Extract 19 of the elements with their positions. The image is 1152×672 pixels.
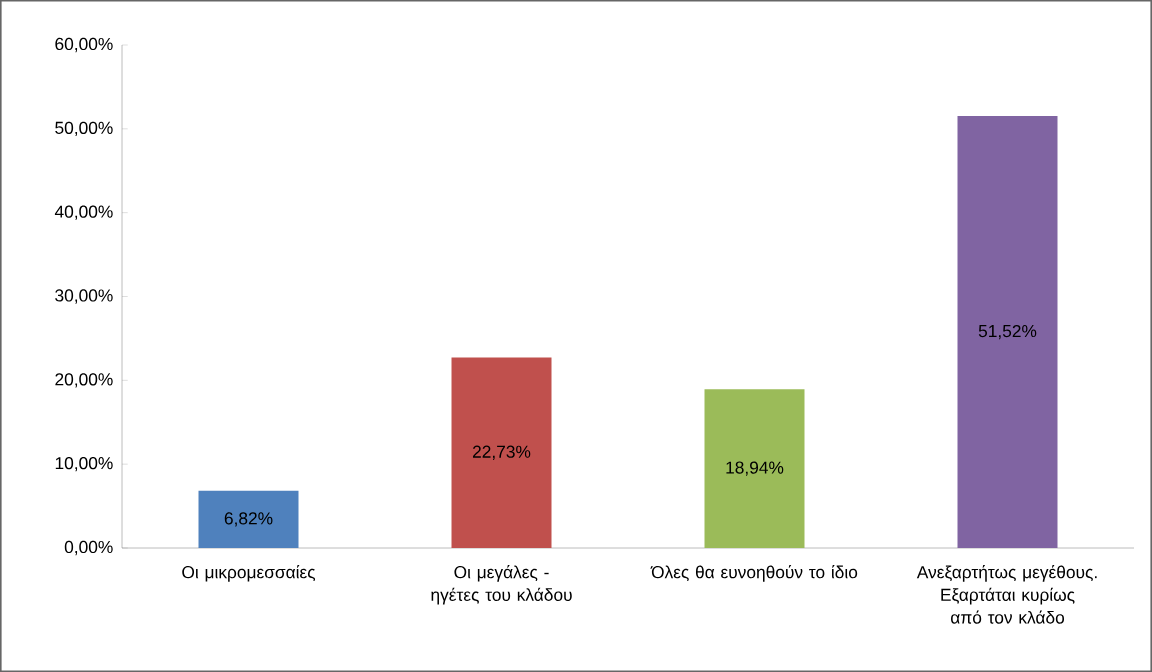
data-label: 18,94% bbox=[726, 461, 784, 476]
bar bbox=[451, 357, 552, 548]
x-tick-label: Οι μεγάλες - ηγέτες του κλάδου bbox=[431, 565, 572, 605]
bar bbox=[704, 389, 805, 548]
bar bbox=[198, 490, 299, 548]
bar bbox=[957, 116, 1058, 548]
y-tick-label: 60,00% bbox=[55, 37, 113, 53]
y-tick-label: 10,00% bbox=[55, 457, 113, 472]
y-tick-label: 30,00% bbox=[55, 289, 113, 304]
data-label: 51,52% bbox=[978, 324, 1037, 340]
data-label: 6,82% bbox=[224, 512, 273, 527]
y-tick-label: 20,00% bbox=[55, 373, 113, 388]
x-tick-label: Οι μικρομεσσαίες bbox=[182, 565, 316, 582]
data-label: 22,73% bbox=[472, 445, 531, 460]
x-tick-label: Όλες θα ευνοηθούν το ίδιο bbox=[650, 565, 858, 582]
y-tick-label: 50,00% bbox=[55, 121, 113, 136]
y-tick-label: 40,00% bbox=[54, 205, 113, 220]
x-tick-label: Ανεξαρτήτως μεγέθους. Εξαρτάται κυρίως από τον κλάδο bbox=[916, 565, 1097, 624]
y-tick-label: 0,00% bbox=[64, 540, 113, 556]
